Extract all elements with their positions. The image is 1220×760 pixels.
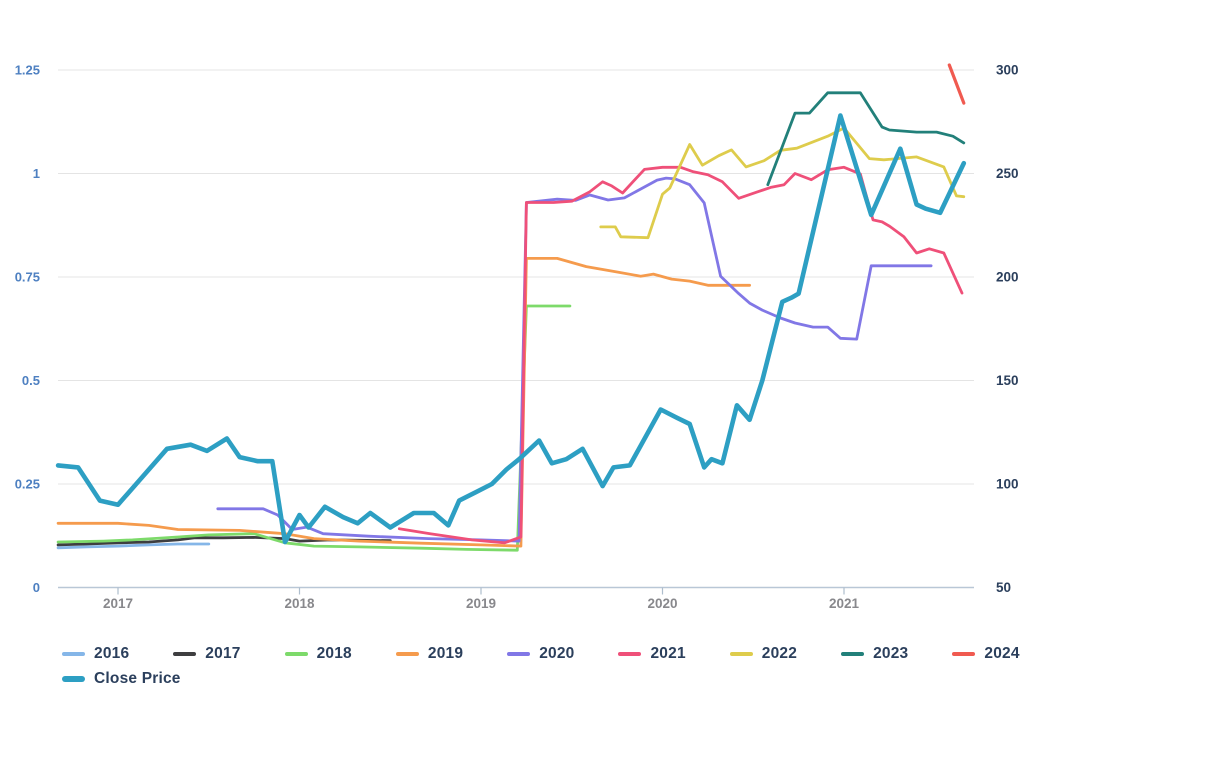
x-tick-label: 2018 — [284, 596, 315, 611]
legend-swatch-icon — [284, 652, 308, 656]
legend-item-2020[interactable]: 2020 — [507, 645, 574, 663]
legend-label: 2021 — [650, 645, 686, 662]
y-left-tick-label: 1.25 — [15, 63, 40, 78]
series-line-2022 — [599, 126, 966, 240]
price-chart: 0 50 0.25 100 0.5 150 0.75 200 1 250 1.25 300 2017 20… — [15, 63, 1019, 612]
series-line-2016 — [56, 542, 211, 550]
y-left-tick-label: 1 — [33, 166, 40, 181]
y-left-tick-label: 0.5 — [22, 373, 40, 388]
legend-item-2019[interactable]: 2019 — [395, 645, 464, 663]
y-right-tick-label: 50 — [996, 580, 1011, 595]
y-right-tick-label: 300 — [996, 63, 1019, 78]
x-tick-label: 2017 — [103, 596, 133, 611]
legend-label: 2020 — [539, 645, 575, 662]
legend-label: 2024 — [984, 645, 1020, 662]
y-right-tick-label: 200 — [996, 270, 1019, 285]
legend-swatch-icon — [618, 652, 642, 656]
y-left-tick-label: 0 — [33, 580, 40, 595]
legend-label: 2019 — [427, 645, 464, 662]
legend-swatch-icon — [729, 652, 753, 656]
x-tick-label: 2020 — [647, 596, 677, 611]
series-line-2023 — [766, 91, 966, 187]
series-line-2019 — [56, 256, 751, 548]
legend-label: 2022 — [761, 645, 798, 662]
legend-label: 2023 — [873, 645, 909, 662]
legend-swatch-icon — [62, 652, 85, 656]
y-right-tick-label: 100 — [996, 477, 1019, 492]
legend-swatch-icon — [507, 652, 531, 656]
close-price-line — [55, 113, 967, 545]
series-line-2018 — [56, 304, 572, 552]
legend-item-2024[interactable]: 2024 — [952, 645, 1019, 663]
legend-swatch-icon — [62, 676, 85, 682]
legend-label: Close Price — [94, 670, 181, 687]
legend-item-2021[interactable]: 2021 — [618, 645, 686, 663]
x-tick-label: 2021 — [829, 596, 860, 611]
y-left-tick-label: 0.75 — [15, 270, 40, 285]
legend-swatch-icon — [841, 652, 865, 656]
legend-label: 2018 — [316, 645, 352, 662]
legend-label: 2017 — [205, 645, 241, 662]
y-right-tick-label: 250 — [996, 166, 1019, 181]
legend: 2016 2017 2018 2019 2020 2021 2022 2023 2024 Clo… — [62, 645, 1162, 695]
legend-item-2017[interactable]: 2017 — [173, 645, 240, 663]
series-line-2024 — [947, 63, 966, 105]
y-right-tick-label: 150 — [996, 373, 1019, 388]
legend-swatch-icon — [952, 652, 976, 656]
legend-item-2016[interactable]: 2016 — [62, 645, 129, 663]
legend-swatch-icon — [173, 652, 197, 656]
legend-item-2022[interactable]: 2022 — [729, 645, 798, 663]
y-left-tick-label: 0.25 — [15, 477, 40, 492]
series-line-2020 — [216, 176, 933, 543]
legend-item-2023[interactable]: 2023 — [841, 645, 908, 663]
legend-row-1: 2016 2017 2018 2019 2020 2021 2022 2023 2024 — [62, 645, 1162, 663]
legend-swatch-icon — [395, 652, 419, 656]
legend-row-2: Close Price — [62, 670, 1162, 688]
legend-item-2018[interactable]: 2018 — [284, 645, 352, 663]
series-line-2021 — [397, 165, 964, 545]
legend-label: 2016 — [94, 645, 130, 662]
x-tick-label: 2019 — [466, 596, 496, 611]
legend-item-close-price[interactable]: Close Price — [62, 670, 181, 688]
